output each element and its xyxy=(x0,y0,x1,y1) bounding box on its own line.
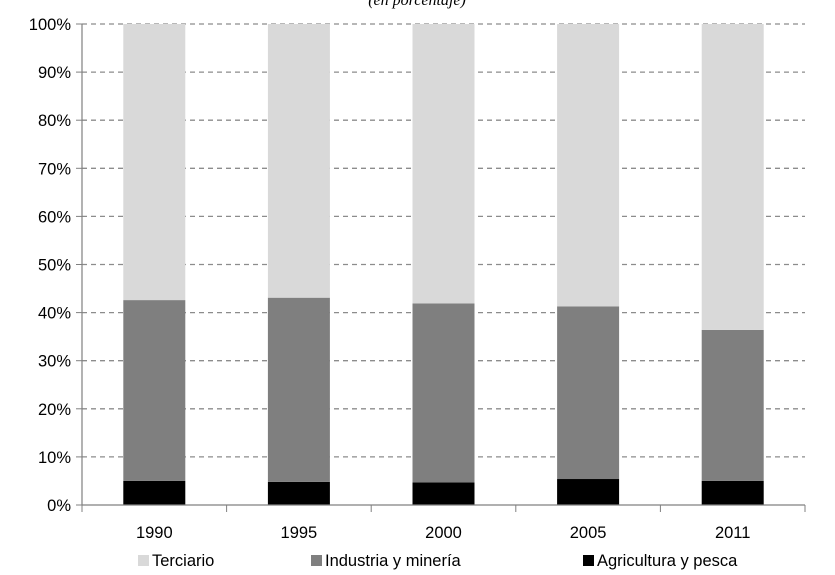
y-tick-label: 30% xyxy=(38,353,71,371)
bar-segment xyxy=(267,297,330,482)
bar-segment xyxy=(701,329,764,481)
legend-label: Terciario xyxy=(152,552,214,570)
y-tick-label: 100% xyxy=(29,16,72,34)
bar-segment xyxy=(412,482,475,505)
x-tick-label: 2000 xyxy=(425,524,462,542)
bar-segment xyxy=(267,481,330,505)
x-tick-label: 1995 xyxy=(281,524,318,542)
bar-segment xyxy=(123,300,186,481)
legend-swatch xyxy=(583,555,594,566)
legend: Terciario Industria y minería Agricultura … xyxy=(138,552,738,570)
bar-segment xyxy=(123,480,186,505)
bar-segment xyxy=(557,479,620,505)
y-tick-label: 20% xyxy=(38,401,71,419)
legend-swatch xyxy=(138,555,149,566)
x-tick-label: 1990 xyxy=(136,524,173,542)
bar-segment xyxy=(557,24,620,307)
y-axis-ticks: 0% 10% 20% 30% 40% 50% 60% 70% 80% 90% 100% xyxy=(29,16,82,515)
bar-segment xyxy=(267,24,330,298)
bar-segment xyxy=(701,24,764,330)
x-axis-ticks: 1990 1995 2000 2005 2011 xyxy=(81,505,806,542)
bar-segment xyxy=(557,306,620,480)
bar-segment xyxy=(412,303,475,483)
y-tick-label: 70% xyxy=(38,160,71,178)
y-tick-label: 80% xyxy=(38,112,71,130)
bars xyxy=(123,24,764,505)
y-tick-label: 60% xyxy=(38,208,71,226)
y-tick-label: 40% xyxy=(38,305,71,323)
legend-label: Industria y minería xyxy=(325,552,462,570)
y-tick-label: 90% xyxy=(38,64,71,82)
legend-label: Agricultura y pesca xyxy=(597,552,738,570)
chart-subtitle: (en porcentaje) xyxy=(368,0,466,9)
x-tick-label: 2011 xyxy=(715,524,750,542)
y-tick-label: 50% xyxy=(38,257,71,275)
bar-segment xyxy=(701,480,764,505)
y-tick-label: 0% xyxy=(47,497,71,515)
y-tick-label: 10% xyxy=(38,449,71,467)
bar-segment xyxy=(123,24,186,301)
x-tick-label: 2005 xyxy=(570,524,607,542)
bar-segment xyxy=(412,24,475,304)
legend-swatch xyxy=(311,555,322,566)
